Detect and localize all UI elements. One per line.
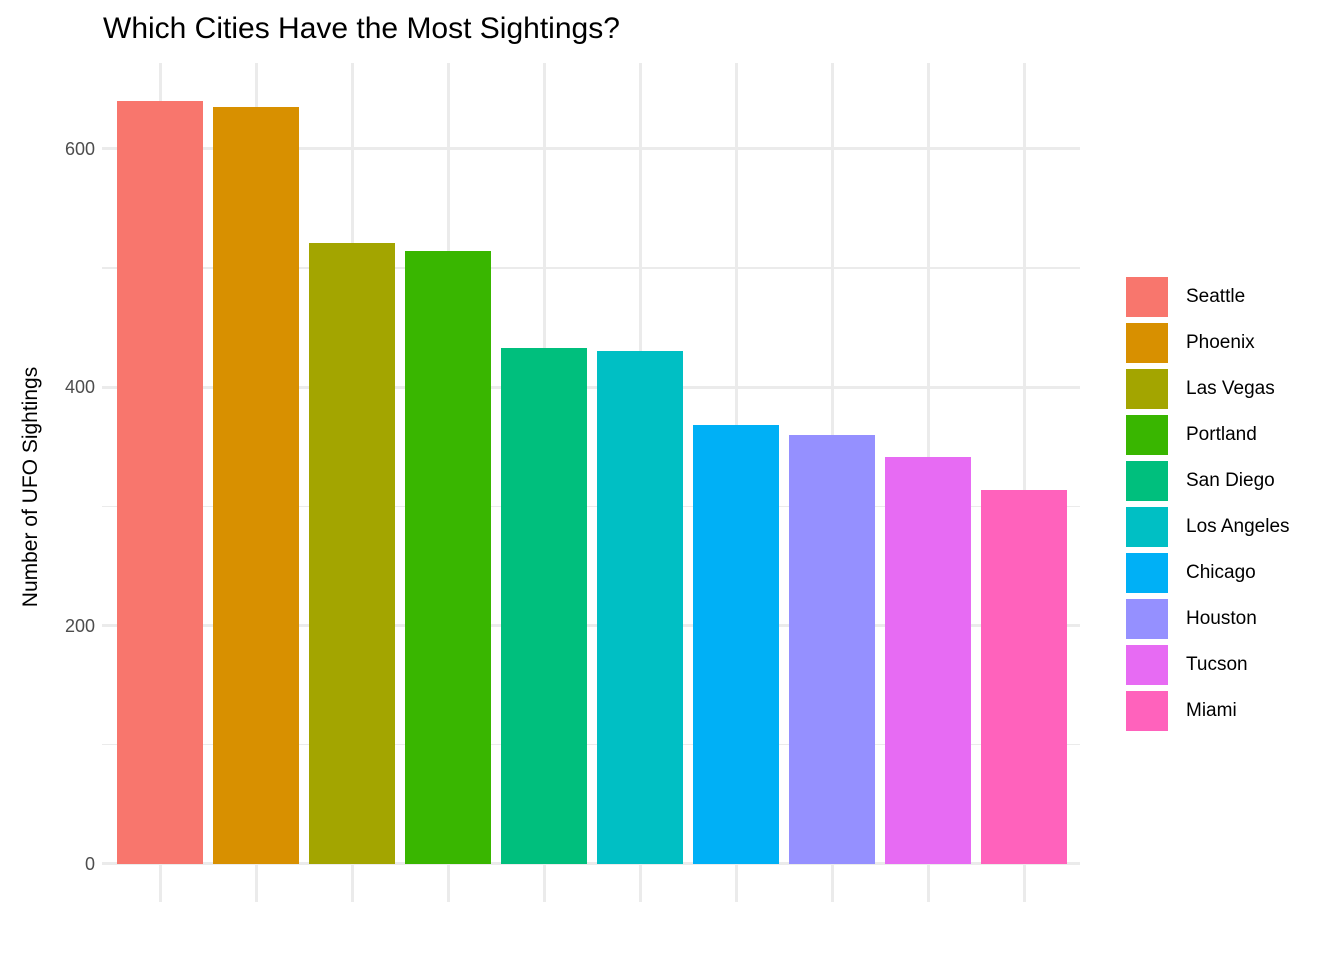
legend-label-los-angeles: Los Angeles	[1186, 516, 1290, 537]
legend-label-phoenix: Phoenix	[1186, 332, 1255, 353]
bar-miami	[981, 489, 1067, 864]
bar-chicago	[693, 425, 779, 864]
gridline-major-x-miami	[1022, 63, 1026, 902]
bar-tucson	[885, 457, 971, 864]
legend-label-san-diego: San Diego	[1186, 470, 1275, 491]
bar-phoenix	[213, 107, 299, 864]
legend-label-houston: Houston	[1186, 608, 1257, 629]
legend-label-portland: Portland	[1186, 424, 1257, 445]
legend-label-las-vegas: Las Vegas	[1186, 378, 1275, 399]
bar-seattle	[117, 101, 203, 864]
bar-san-diego	[501, 347, 587, 864]
gridline-minor-y-300	[102, 505, 1080, 508]
legend-swatch-miami	[1126, 691, 1168, 731]
legend-label-tucson: Tucson	[1186, 654, 1248, 675]
gridline-major-y-0	[102, 862, 1080, 866]
chart-title: Which Cities Have the Most Sightings?	[103, 12, 620, 45]
legend-label-chicago: Chicago	[1186, 562, 1256, 583]
bar-portland	[405, 251, 491, 864]
bar-los-angeles	[597, 351, 683, 864]
y-tick-label-600: 600	[64, 138, 95, 159]
y-tick-label-400: 400	[64, 377, 95, 398]
gridline-major-y-400	[102, 385, 1080, 389]
bar-las-vegas	[309, 242, 395, 864]
legend-swatch-los-angeles	[1126, 507, 1168, 547]
legend-label-miami: Miami	[1186, 700, 1237, 721]
plot-panel	[102, 63, 1080, 902]
gridline-minor-y-500	[102, 267, 1080, 269]
legend-swatch-seattle	[1126, 277, 1168, 317]
gridline-minor-y-100	[102, 743, 1080, 746]
bar-houston	[789, 434, 875, 864]
gridline-major-y-200	[102, 624, 1080, 627]
legend-swatch-tucson	[1126, 645, 1168, 685]
legend-swatch-chicago	[1126, 553, 1168, 593]
legend-label-seattle: Seattle	[1186, 286, 1246, 307]
legend-swatch-san-diego	[1126, 461, 1168, 501]
legend-swatch-las-vegas	[1126, 369, 1168, 409]
legend-swatch-phoenix	[1126, 323, 1168, 363]
legend-swatch-portland	[1126, 415, 1168, 455]
y-tick-label-200: 200	[64, 615, 95, 636]
y-tick-label-0: 0	[84, 853, 95, 874]
gridline-major-y-600	[102, 147, 1080, 151]
legend-swatch-houston	[1126, 599, 1168, 639]
